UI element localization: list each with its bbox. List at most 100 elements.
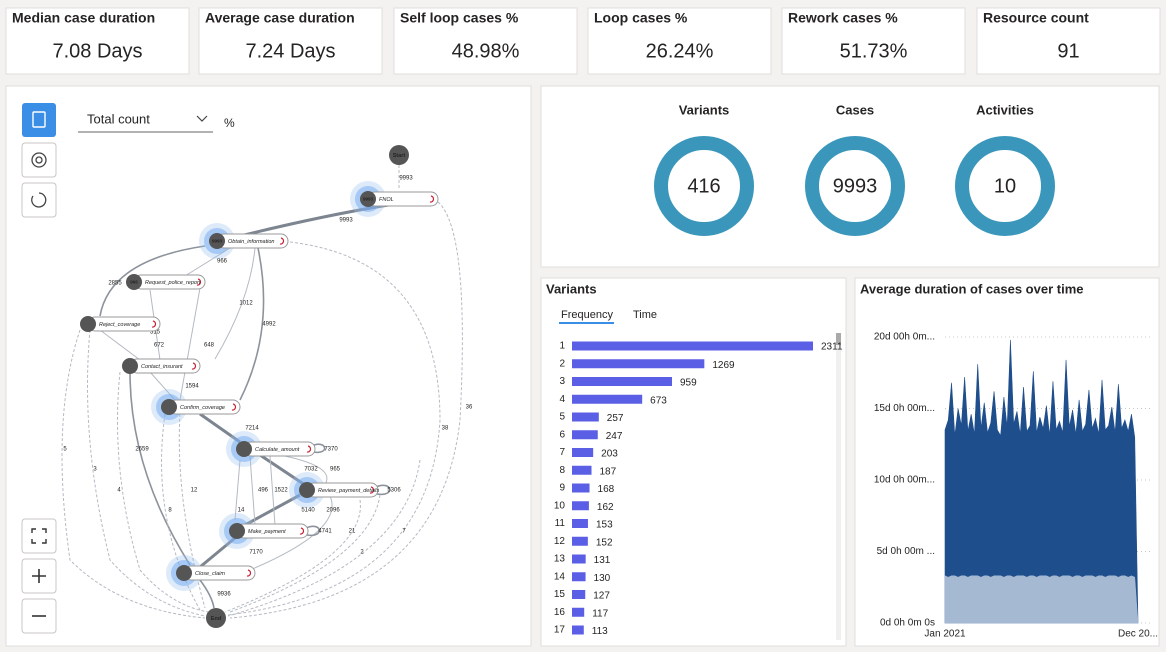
bar-value: 187 [600,466,617,477]
edge-label: 5 [63,447,67,453]
bar[interactable] [572,519,588,528]
edge-label: 4741 [318,529,332,535]
edge [249,495,333,571]
bar-value: 1269 [712,360,735,371]
x-tick-label: Jan 2021 [924,629,966,640]
edge [199,536,236,569]
edge [87,329,206,617]
summary-value: 10 [994,175,1016,197]
edge-label: 21 [349,529,356,535]
bar[interactable] [572,536,588,546]
node-badge [236,441,252,457]
kpi-card [198,7,383,75]
area [944,339,1139,624]
variant-index: 7 [559,447,565,458]
bar[interactable] [572,625,584,635]
bar[interactable] [572,501,589,511]
edge-label: 7 [402,529,406,535]
bar[interactable] [572,483,590,493]
percent-toggle[interactable]: % [224,116,235,130]
bar[interactable] [572,465,592,475]
edge [311,443,326,454]
edge [249,455,256,526]
edge-label: 315 [150,330,161,336]
reset-button[interactable] [21,182,57,218]
bar[interactable] [572,607,585,617]
edge-label: 9993 [339,218,353,224]
bar[interactable] [572,554,586,564]
node-indicator [196,278,202,286]
animate-button[interactable] [21,142,57,178]
bar[interactable] [572,412,599,422]
variants-card [540,277,847,647]
node-badge [126,274,142,290]
bar[interactable] [572,590,586,599]
bar[interactable] [572,572,586,582]
edge-label: 965 [330,467,341,473]
kpi-label: Loop cases % [594,10,688,26]
edge-label: 672 [154,343,165,349]
tab[interactable]: Time [633,309,657,321]
edge [178,413,206,609]
bar[interactable] [572,341,813,351]
measure-dropdown[interactable]: Total count [87,111,150,126]
map-view-button[interactable] [22,103,56,137]
icon [31,152,47,168]
node-badge [229,523,245,539]
edge-label: 2659 [135,447,149,453]
edge-label: 1594 [185,384,199,390]
edge-label: 1012 [239,301,253,307]
bar[interactable] [572,448,594,457]
edge-label: 1522 [274,488,288,494]
donut-ring [955,136,1055,236]
edge-label: 5140 [301,508,315,514]
edge-label: 9936 [217,592,231,598]
node-label: End [211,616,221,622]
edge [305,525,321,537]
tab[interactable]: Frequency [561,309,613,321]
edge [199,579,215,609]
node-indicator [306,445,312,453]
bar-value: 131 [594,555,611,566]
node-indicator [191,362,197,370]
kpi-value: 91 [1057,40,1079,62]
dropdown-chevron [196,115,208,122]
node-indicator [231,403,237,411]
bar[interactable] [572,377,673,386]
node-label: Contact_insurant [141,364,183,370]
variant-index: 6 [559,429,565,440]
node-badge [176,565,192,581]
edge-label: 9993 [399,176,413,182]
edge-label: 2 [360,550,364,556]
variant-index: 2 [559,358,565,369]
kpi-value: 7.08 Days [52,40,142,62]
kpi-label: Average case duration [205,10,355,26]
terminal-node [206,608,226,628]
edge-label: 966 [217,259,228,265]
node-label: Close_claim [195,571,225,577]
edge [199,412,241,444]
summary-value: 9993 [833,175,878,197]
variant-index: 17 [554,625,566,636]
scrollbar-thumb[interactable] [836,333,841,345]
icon [31,192,47,208]
bar[interactable] [572,430,598,440]
edge [375,484,391,496]
bar-value: 113 [592,626,608,637]
node-label: Start [393,153,406,159]
node-count: 966 [130,280,138,285]
edge [259,453,306,487]
node-indicator [299,527,305,535]
fit-button[interactable] [21,518,57,554]
bar[interactable] [572,394,643,404]
edge-label: 14 [238,508,245,514]
bar-value: 257 [607,413,624,424]
bar[interactable] [572,359,705,369]
edge [229,201,463,619]
summary-value: 416 [687,175,720,197]
edge [269,455,276,526]
node-label: Review_payment_details [318,488,379,494]
node-indicator [246,569,252,577]
